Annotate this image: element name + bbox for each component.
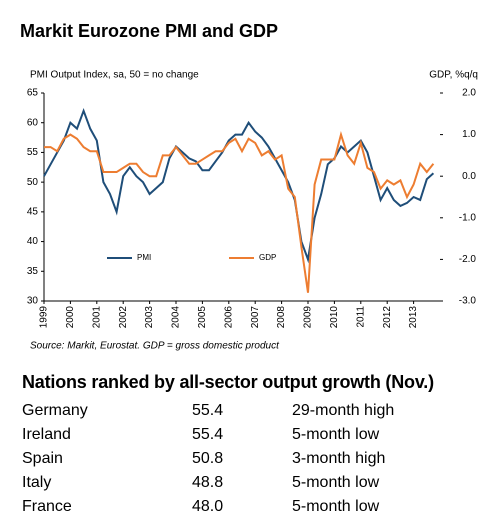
chart: Markit Eurozone PMI and GDP PMI Output I… (20, 21, 478, 352)
series-line (43, 107, 435, 264)
table: Nations ranked by all-sector output grow… (22, 372, 492, 519)
x-tick-label: 2001 (91, 306, 102, 329)
x-tick-label: 2013 (408, 306, 419, 329)
x-tick-label: 2007 (250, 306, 261, 329)
table-cell: Germany (22, 402, 88, 419)
table-row: Italy 48.8 5-month low (22, 471, 492, 495)
x-tick-label: 2002 (118, 306, 129, 329)
x-tick-label: 2006 (223, 306, 234, 329)
table-cell: 29-month high (292, 402, 395, 419)
x-tick-label: 2003 (144, 306, 155, 329)
y-tick-label: 65 (27, 88, 39, 99)
series-line (44, 131, 435, 293)
table-row: Germany 55.4 29-month high (22, 399, 492, 423)
table-cell: Italy (22, 474, 52, 491)
y2-axis-label: GDP, %q/q (429, 70, 478, 81)
y-tick-label: 30 (27, 296, 39, 307)
y2-tick-label: 0.0 (462, 171, 476, 182)
table-cell: 55.4 (192, 426, 224, 443)
legend-label: PMI (137, 253, 151, 262)
table-cell: 5-month low (292, 498, 380, 515)
y-tick-label: 55 (27, 147, 39, 158)
y2-tick-label: 2.0 (462, 88, 476, 99)
y2-tick-label: 1.0 (462, 129, 476, 140)
source-note: Source: Markit, Eurostat. GDP = gross do… (30, 341, 280, 352)
table-cell: 48.8 (192, 474, 224, 491)
y2-tick-label: -3.0 (459, 296, 477, 307)
table-cell: 48.0 (192, 498, 224, 515)
x-tick-label: 1999 (39, 306, 50, 329)
table-cell: 5-month low (292, 426, 380, 443)
x-tick-label: 2012 (382, 306, 393, 329)
y-axis-label: PMI Output Index, sa, 50 = no change (30, 70, 199, 81)
x-tick-label: 2011 (355, 306, 366, 328)
table-cell: Ireland (22, 426, 71, 443)
table-row: France 48.0 5-month low (22, 495, 492, 519)
y2-tick-label: -2.0 (459, 254, 477, 265)
table-title: Nations ranked by all-sector output grow… (22, 372, 434, 392)
x-tick-label: 2010 (329, 306, 340, 329)
y-tick-label: 60 (27, 117, 39, 128)
y-tick-label: 45 (27, 206, 39, 217)
y-tick-label: 50 (27, 177, 39, 188)
y2-tick-label: -1.0 (459, 212, 477, 223)
legend-label: GDP (259, 253, 276, 262)
chart-title: Markit Eurozone PMI and GDP (20, 21, 278, 41)
table-cell: Spain (22, 450, 63, 467)
x-tick-label: 2004 (171, 306, 182, 329)
table-row: Spain 50.8 3-month high (22, 447, 492, 471)
table-cell: France (22, 498, 72, 515)
x-tick-label: 2005 (197, 306, 208, 329)
table-cell: 3-month high (292, 450, 386, 467)
x-tick-label: 2008 (276, 306, 287, 329)
table-row: Ireland 55.4 5-month low (22, 423, 492, 447)
y-tick-label: 40 (27, 236, 39, 247)
table-cell: 55.4 (192, 402, 224, 419)
y-tick-label: 35 (27, 266, 39, 277)
table-cell: 50.8 (192, 450, 224, 467)
x-tick-label: 2000 (65, 306, 76, 329)
x-tick-label: 2009 (303, 306, 314, 329)
table-cell: 5-month low (292, 474, 380, 491)
